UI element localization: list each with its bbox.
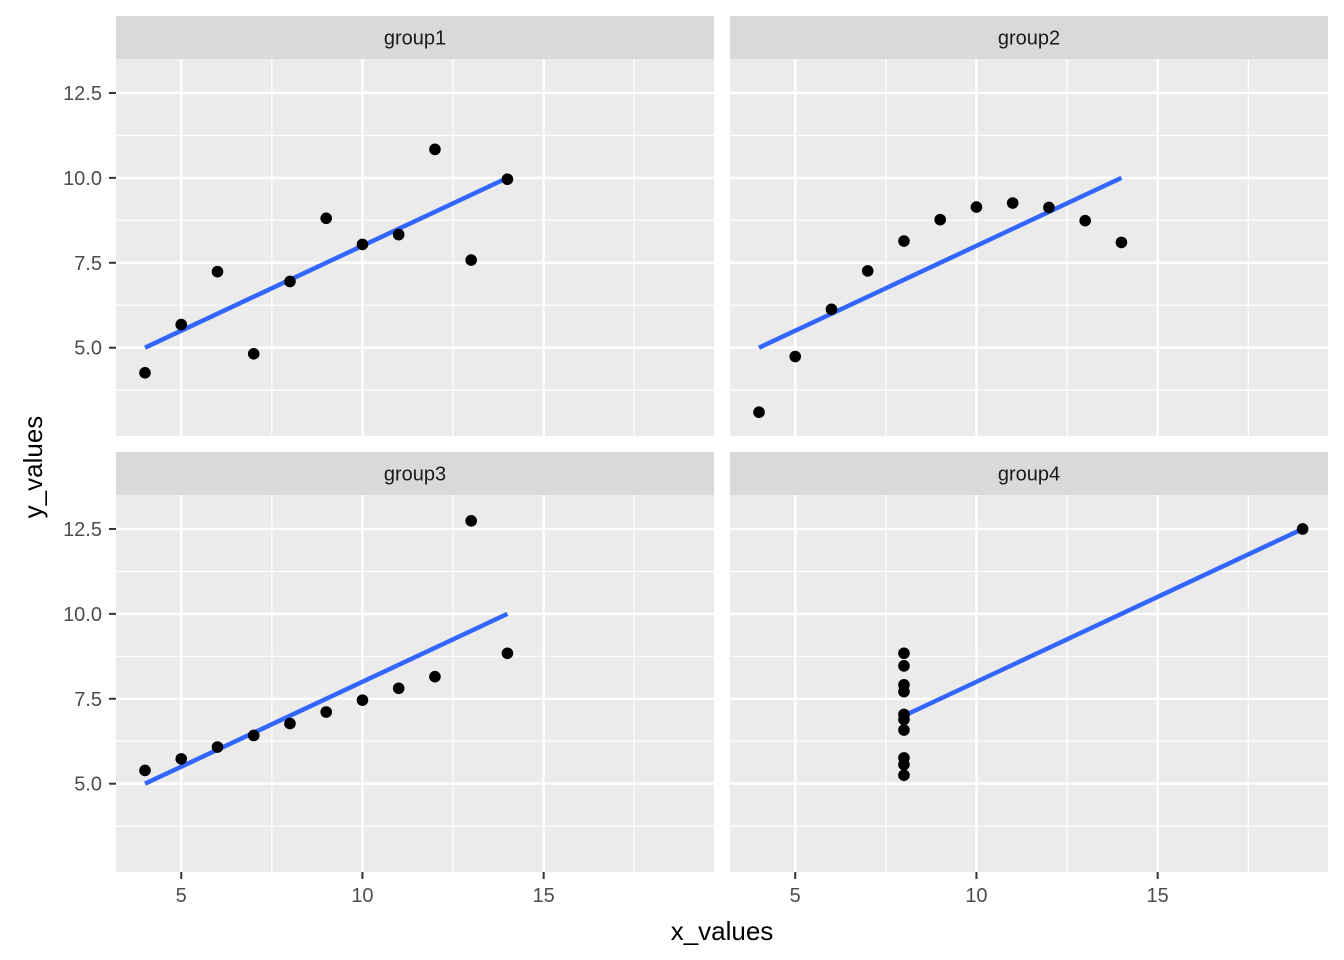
panel-background [730, 59, 1328, 436]
x-axis-bottom: 5 10 15 5 10 15 [176, 872, 1169, 907]
data-point [284, 717, 296, 730]
fit-line [903, 526, 1304, 718]
facet-panel-group1: group1 [116, 16, 714, 436]
data-point [139, 764, 151, 777]
data-point [356, 238, 369, 251]
data-point [898, 660, 910, 672]
data-point [1296, 523, 1309, 535]
facet-strip [730, 16, 1328, 59]
facet-strip-label: group4 [998, 464, 1060, 486]
facet-panel-group4: group4 [730, 452, 1328, 872]
data-point [898, 758, 910, 771]
x-axis-title: x_values [671, 916, 774, 946]
data-point [465, 254, 477, 266]
x-tick-label: 5 [790, 885, 801, 907]
data-point [247, 729, 260, 742]
data-point [1115, 236, 1128, 249]
data-point [247, 348, 260, 360]
panel-background [116, 495, 714, 872]
facet-strip [116, 452, 714, 495]
facet-strip-label: group3 [384, 464, 446, 486]
x-tick-label: 15 [533, 885, 555, 907]
data-point [429, 670, 441, 683]
data-point [211, 265, 224, 278]
data-point [898, 647, 910, 660]
data-point [1006, 197, 1019, 209]
fit-line [144, 175, 509, 350]
facet-panel-group2: group2 [730, 16, 1328, 436]
x-tick-label: 15 [1147, 885, 1169, 907]
data-point [211, 741, 224, 753]
y-tick-label: 10.0 [63, 604, 102, 626]
data-point [392, 228, 405, 241]
panel-background [116, 59, 714, 436]
data-point [970, 201, 983, 213]
data-point [465, 515, 477, 527]
data-point [789, 350, 802, 363]
panel-background [730, 495, 1328, 872]
facet-strip-label: group1 [384, 28, 446, 50]
data-point [753, 406, 765, 419]
data-point [861, 265, 874, 277]
data-point [501, 173, 514, 186]
data-point [898, 679, 910, 691]
data-point [898, 713, 910, 726]
data-point [320, 706, 333, 718]
data-point [356, 694, 369, 706]
data-point [898, 769, 910, 782]
data-point [898, 235, 910, 247]
facet-strip [116, 16, 714, 59]
y-axis-left: 5.0 7.5 10.0 12.5 5.0 7.5 10.0 12.5 [63, 83, 116, 796]
fit-line [144, 611, 509, 786]
data-point [429, 143, 441, 156]
facet-strip [730, 452, 1328, 495]
fit-line [758, 175, 1123, 350]
y-tick-label: 10.0 [63, 168, 102, 190]
data-point [320, 212, 333, 225]
panels-layer: group1 group2 group3 group4 [116, 16, 1328, 872]
facet-strip-label: group2 [998, 28, 1060, 50]
facet-panel-group3: group3 [116, 452, 714, 872]
y-tick-label: 7.5 [74, 689, 102, 711]
data-point [139, 367, 151, 379]
data-point [1079, 214, 1091, 227]
data-point [284, 275, 296, 288]
y-axis-title: y_values [18, 416, 48, 519]
y-tick-label: 7.5 [74, 253, 102, 275]
y-tick-label: 12.5 [63, 519, 102, 541]
data-point [898, 724, 910, 736]
x-tick-label: 10 [351, 885, 373, 907]
data-point [175, 318, 188, 331]
data-point [392, 682, 405, 695]
data-point [501, 647, 514, 660]
data-point [934, 213, 947, 226]
data-point [175, 753, 188, 765]
x-tick-label: 5 [176, 885, 187, 907]
data-point [1043, 201, 1055, 214]
data-point [825, 303, 838, 316]
x-tick-label: 10 [965, 885, 987, 907]
y-tick-label: 5.0 [74, 338, 102, 360]
y-tick-label: 12.5 [63, 83, 102, 105]
y-tick-label: 5.0 [74, 774, 102, 796]
